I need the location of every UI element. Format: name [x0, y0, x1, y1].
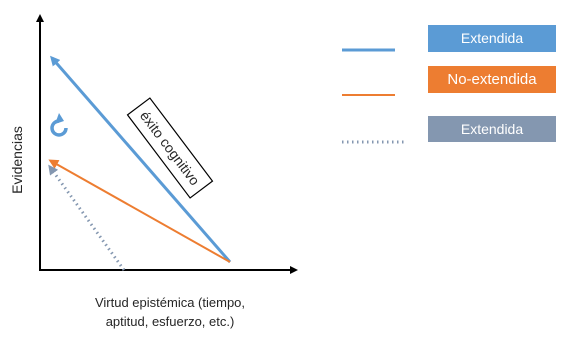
legend-label-extendida: Extendida: [460, 30, 524, 46]
non-extended-line: [48, 159, 231, 263]
x-axis-label-line2: aptitud, esfuerzo, etc.): [105, 314, 235, 329]
callout-box: [126, 97, 214, 199]
x-axis-label: Virtud epistémica (tiempo, aptitud, esfu…: [40, 293, 300, 331]
y-axis-label: Evidencias: [9, 126, 25, 194]
cognitive-success-callout: éxito cognitivo: [126, 97, 214, 199]
legend-box-no-extendida: No-extendida: [428, 66, 556, 93]
x-axis-label-line1: Virtud epistémica (tiempo,: [94, 295, 246, 310]
extended-dotted-line: [48, 164, 126, 271]
legend-box-extendida-dotted: Extendida: [428, 116, 556, 142]
legend-label-extendida-dotted: Extendida: [460, 121, 524, 137]
extended-line: [50, 55, 232, 263]
legend-label-no-extendida: No-extendida: [447, 71, 537, 88]
rotate-arrow-icon: [50, 113, 68, 137]
legend-box-extendida: Extendida: [428, 25, 556, 52]
callout-label: éxito cognitivo: [137, 108, 203, 189]
